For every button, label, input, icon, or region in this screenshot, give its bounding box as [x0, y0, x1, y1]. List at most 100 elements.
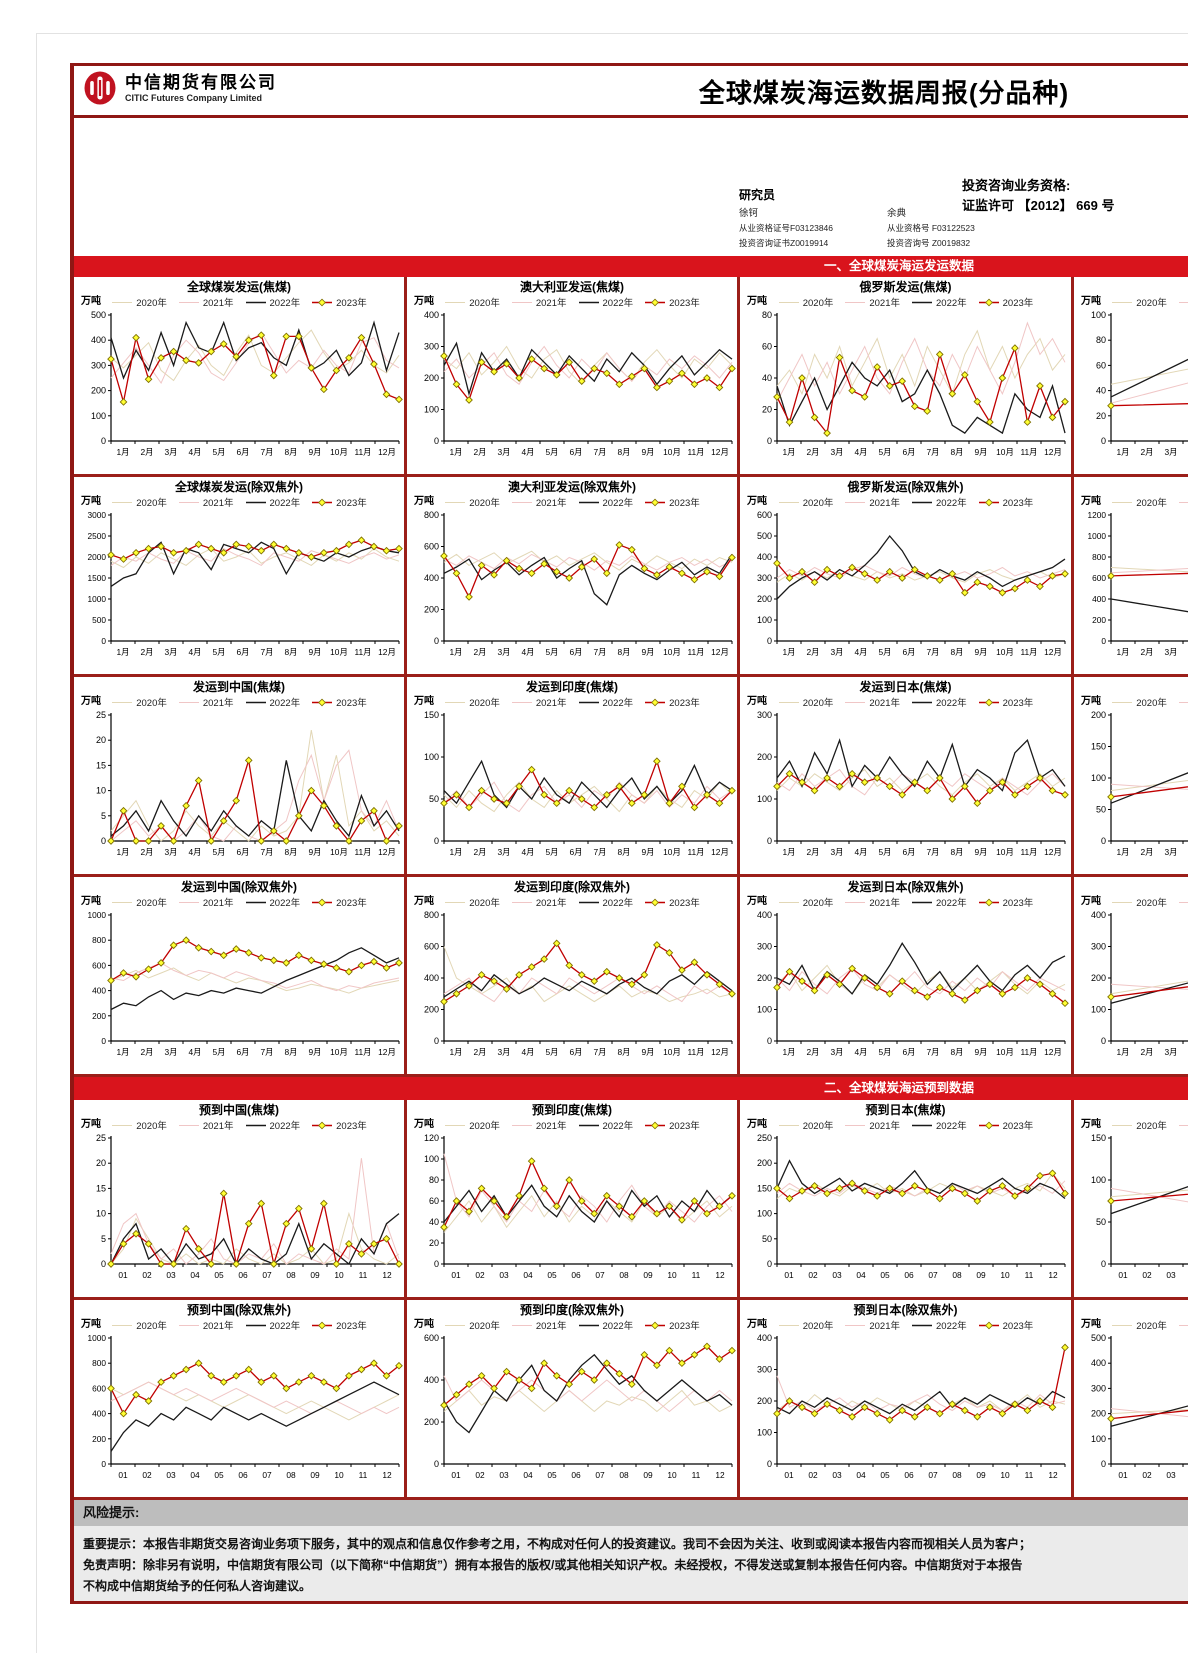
series-line-2020: [443, 550, 733, 571]
svg-text:100: 100: [424, 405, 439, 415]
svg-text:07: 07: [928, 1270, 938, 1280]
unit-label: 万吨: [414, 696, 434, 707]
legend-label: 2022年: [602, 1121, 634, 1132]
legend-swatch-icon: [1178, 301, 1188, 303]
chart-plot: 0 500 1000 1500 2000 2500 3000 1月 2月 3月 4月 5月 6月 7月 8月…: [88, 510, 403, 657]
legend-label: 2020年: [136, 698, 167, 709]
legend-swatch-icon: [312, 1121, 333, 1129]
chart-plot: 0 20 40 60 80 1月 2月 3月 4月 5月 6月 7月 8月 9月 10月 11月 12月: [762, 310, 1069, 457]
chart-title: 发运到印度(焦煤): [526, 680, 618, 694]
svg-text:3月: 3月: [164, 1047, 177, 1057]
svg-text:08: 08: [286, 1470, 296, 1480]
legend-item-2022: 2022年: [578, 295, 633, 309]
legend-item-2021: 2021年: [844, 295, 900, 309]
chart-cell: 预到中国(焦煤) 万吨 2020年 2021年 2022年 2023年 0 5 10 15 20 25…: [74, 1100, 407, 1300]
series-line-2020: [110, 730, 400, 842]
series-line-2023: [443, 1159, 733, 1228]
legend-label: 2021年: [869, 1321, 900, 1332]
legend-swatch-icon: [511, 701, 532, 703]
chart-title: 发运到中国(除双焦外): [181, 880, 297, 894]
svg-text:1月: 1月: [1116, 647, 1129, 657]
chart-title: 俄罗斯发运(焦煤): [859, 280, 952, 294]
series-line-2021: [443, 553, 733, 571]
svg-text:6月: 6月: [569, 447, 582, 457]
legend-item-2023: 2023年: [644, 1318, 700, 1332]
legend-item-2021: 2021年: [511, 495, 567, 509]
svg-text:10: 10: [334, 1470, 344, 1480]
svg-text:4月: 4月: [854, 1047, 867, 1057]
license-block: 投资咨询业务资格: 证监许可 【2012】 669 号: [962, 176, 1114, 216]
legend-swatch-icon: [778, 301, 799, 303]
chart-cell: 万吨2020年2021年2022年2023年0204060801001月2月3月…: [1074, 277, 1188, 477]
series-line-2022: [1110, 1185, 1188, 1215]
svg-text:11月: 11月: [354, 647, 371, 657]
chart-plot: 0 200 400 600 800 1月 2月 3月 4月 5月 6月 7月 8月 9月 10月 11月 12月: [424, 510, 736, 657]
legend-label: 2022年: [269, 898, 301, 909]
legend-item-2021: 2021年: [844, 1118, 900, 1132]
svg-text:02: 02: [808, 1270, 818, 1280]
unit-label: 万吨: [747, 896, 767, 907]
svg-text:12: 12: [1048, 1270, 1058, 1280]
svg-text:5: 5: [101, 811, 106, 821]
svg-text:200: 200: [92, 1434, 106, 1444]
legend-label: 2021年: [869, 498, 900, 509]
svg-text:7月: 7月: [260, 847, 273, 857]
svg-text:3月: 3月: [497, 647, 510, 657]
legend-swatch-icon: [312, 498, 333, 506]
svg-text:3月: 3月: [830, 847, 843, 857]
legend-item-2023: 2023年: [978, 495, 1033, 509]
svg-text:400: 400: [757, 552, 772, 562]
svg-text:7月: 7月: [260, 447, 273, 457]
legend-item-2022: 2022年: [578, 1118, 634, 1132]
series-line-2020: [110, 1211, 400, 1265]
legend-item-2021: 2021年: [178, 695, 234, 709]
legend-item-2022: 2022年: [245, 495, 300, 509]
chart-plot: 0 200 400 600 800 1000 1月 2月 3月 4月 5月 6月 7月 8月 9月 10月 11…: [88, 910, 403, 1057]
svg-text:0: 0: [101, 636, 106, 646]
svg-text:250: 250: [757, 1133, 772, 1143]
chart-cell: 预到印度(除双焦外) 万吨 2020年 2021年 2022年 2023年 0 200 400 6…: [407, 1300, 740, 1500]
svg-text:200: 200: [1091, 973, 1106, 983]
legend-item-2021: 2021年: [1178, 495, 1188, 509]
chart-legend: 2020年 2021年 2022年 2023年: [741, 295, 1070, 309]
svg-text:15: 15: [96, 1183, 106, 1193]
chart-cell: 万吨2020年2021年2022年2023年0501001502001月2月3月…: [1074, 677, 1188, 877]
legend-swatch-icon: [511, 1124, 532, 1126]
chart-cell: 预到日本(焦煤) 万吨 2020年 2021年 2022年 2023年 0 50 100 150 2…: [740, 1100, 1074, 1300]
svg-text:3月: 3月: [164, 447, 177, 457]
chart-legend: 2020年 2021年 2022年 2023年: [408, 295, 736, 309]
svg-text:0: 0: [1101, 836, 1106, 846]
svg-text:03: 03: [499, 1270, 509, 1280]
svg-text:3月: 3月: [1164, 647, 1177, 657]
svg-text:400: 400: [92, 1409, 106, 1419]
svg-text:2月: 2月: [1140, 447, 1153, 457]
svg-text:02: 02: [142, 1470, 152, 1480]
svg-text:08: 08: [619, 1270, 629, 1280]
series-line-2022: [110, 320, 400, 380]
report-header: 中信期货有限公司 CITIC Futures Company Limited 全…: [74, 63, 1188, 118]
svg-text:400: 400: [424, 1375, 439, 1385]
svg-text:500: 500: [92, 615, 106, 625]
svg-text:5月: 5月: [212, 647, 225, 657]
svg-text:10: 10: [667, 1270, 677, 1280]
svg-text:12月: 12月: [1044, 647, 1062, 657]
svg-text:10月: 10月: [330, 1047, 348, 1057]
svg-text:03: 03: [166, 1470, 176, 1480]
legend-item-2022: 2022年: [578, 495, 633, 509]
svg-text:11月: 11月: [354, 847, 371, 857]
svg-text:7月: 7月: [593, 847, 606, 857]
svg-text:300: 300: [1091, 942, 1106, 952]
svg-text:07: 07: [262, 1270, 272, 1280]
svg-text:150: 150: [757, 1183, 772, 1193]
chart-cell: 发运到日本(除双焦外) 万吨 2020年 2021年 2022年 2023年 0 100 200…: [740, 877, 1074, 1077]
legend-item-2023: 2023年: [311, 1318, 367, 1332]
svg-text:6月: 6月: [569, 847, 582, 857]
svg-text:0: 0: [434, 436, 439, 446]
legend-item-2023: 2023年: [311, 695, 367, 709]
legend-label: 2020年: [136, 898, 167, 909]
legend-label: 2023年: [669, 1121, 700, 1132]
legend-swatch-icon: [912, 1124, 932, 1126]
chart-plot: 0 200 400 600 800 1000 01 02 03 04 05 06 07 08 09 10 11 1…: [88, 1333, 403, 1480]
chart-plot: 0 200 400 600 01 02 03 04 05 06 07 08 09 10 11 12: [424, 1333, 736, 1480]
svg-text:100: 100: [757, 1428, 772, 1438]
